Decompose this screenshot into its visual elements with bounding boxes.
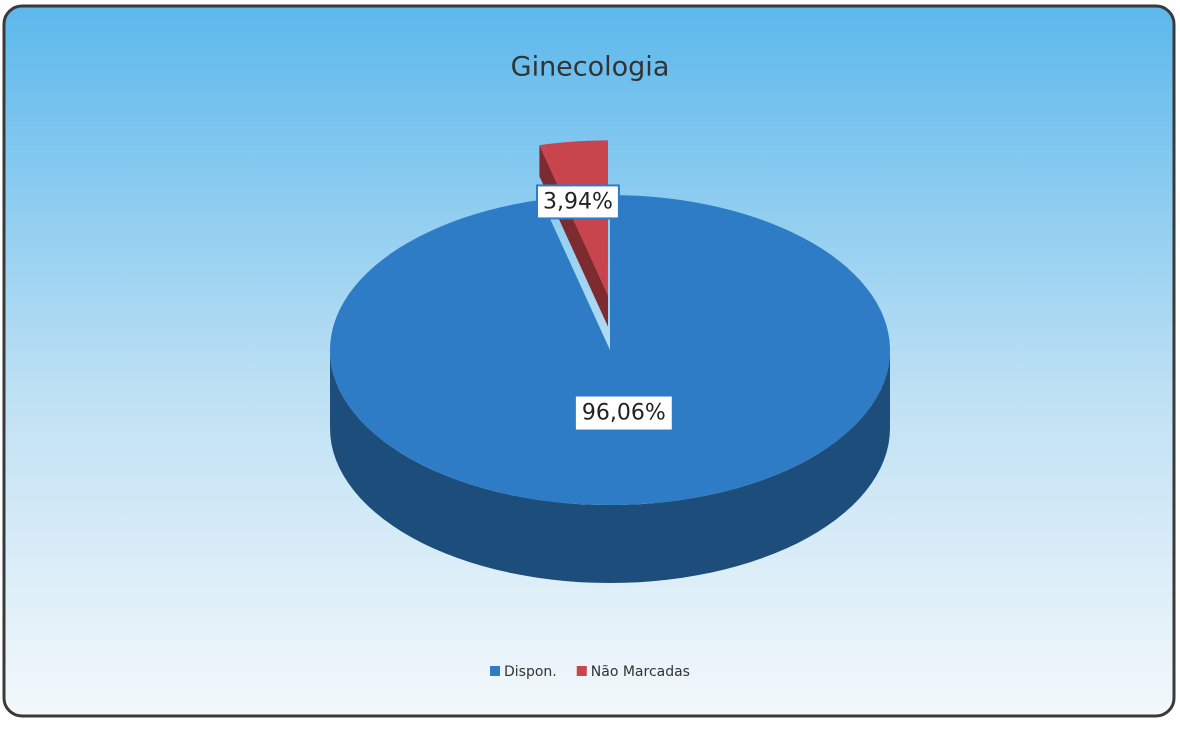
data-label-box <box>575 396 672 430</box>
pie: 96,06% 3,94% <box>330 140 890 583</box>
data-label: 3,94% <box>536 184 620 220</box>
legend-swatch <box>490 666 501 676</box>
data-label: 96,06% <box>575 396 672 430</box>
slice <box>330 195 890 505</box>
data-label-text: 3,94% <box>543 189 613 214</box>
legend: Dispon. Não Marcadas <box>490 664 690 680</box>
legend-label: Dispon. <box>504 664 557 680</box>
data-label-text: 96,06% <box>582 401 666 426</box>
legend-label: Não Marcadas <box>591 664 690 680</box>
slice-side <box>330 350 890 583</box>
data-label-box <box>536 184 620 220</box>
chart-title: Ginecologia <box>511 52 670 83</box>
legend-swatch <box>576 666 587 676</box>
